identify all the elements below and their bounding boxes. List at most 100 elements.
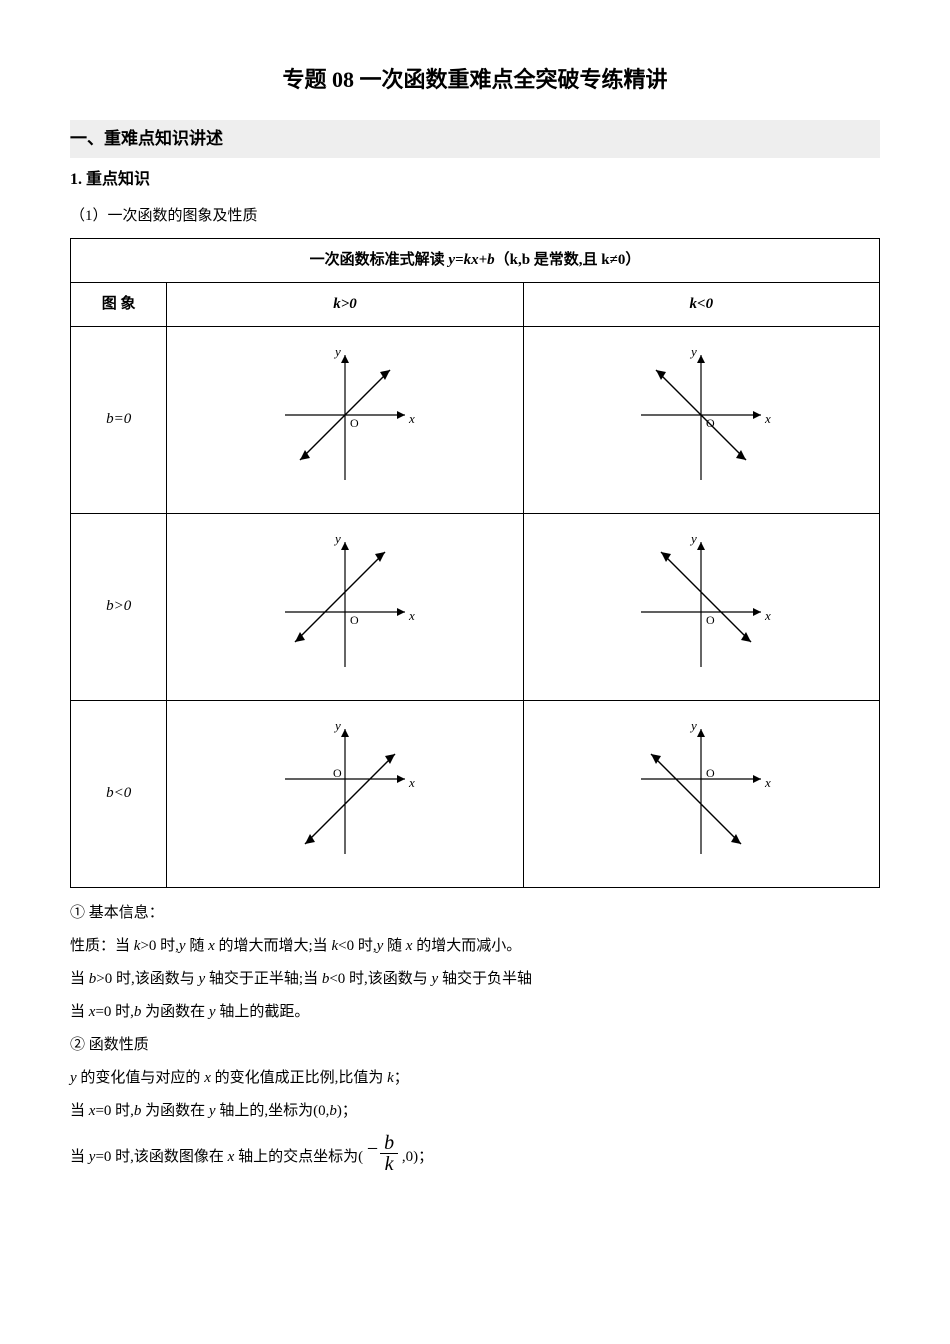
- minus-icon: −: [367, 1138, 378, 1160]
- t: 轴交于负半轴: [438, 971, 532, 987]
- graph-cell-kpos-bneg: x y O: [167, 700, 523, 887]
- col-header-2: k>0: [167, 282, 523, 326]
- t: 随: [186, 938, 209, 954]
- row-label-b0-text: b=0: [106, 411, 131, 427]
- table-row: b>0 x y O x y O: [71, 513, 880, 700]
- var-k: k: [387, 1070, 394, 1086]
- graph-cell-kneg-bneg: x y O: [523, 700, 879, 887]
- graph-icon: x y O: [265, 714, 425, 864]
- var-x: x: [208, 938, 215, 954]
- t: =0 时,: [95, 1103, 133, 1119]
- t: 轴上的截距。: [216, 1004, 310, 1020]
- fraction-b-over-k: bk: [380, 1133, 398, 1174]
- var-y: y: [70, 1070, 77, 1086]
- svg-text:O: O: [350, 613, 359, 627]
- svg-text:x: x: [408, 775, 415, 790]
- section-heading: 一、重难点知识讲述: [70, 120, 880, 159]
- col-header-3: k<0: [523, 282, 879, 326]
- graph-cell-kneg-b0: x y O: [523, 326, 879, 513]
- t: 为函数在: [141, 1103, 209, 1119]
- page-title: 专题 08 一次函数重难点全突破专练精讲: [70, 60, 880, 100]
- t: >0 时,该函数与: [96, 971, 198, 987]
- t: 轴交于正半轴;当: [205, 971, 322, 987]
- row-label-bneg-text: b<0: [106, 785, 131, 801]
- graph-icon: x y O: [621, 340, 781, 490]
- graph-cell-kpos-bpos: x y O: [167, 513, 523, 700]
- t: 随: [383, 938, 406, 954]
- svg-text:x: x: [408, 411, 415, 426]
- var-y: y: [209, 1103, 216, 1119]
- t: =0 时,: [95, 1004, 133, 1020]
- graph-icon: x y O: [621, 527, 781, 677]
- row-label-b0: b=0: [71, 326, 167, 513]
- graph-cell-kpos-b0: x y O: [167, 326, 523, 513]
- caption-formula: y=kx+b: [448, 252, 494, 268]
- graph-cell-kneg-bpos: x y O: [523, 513, 879, 700]
- note-6: y 的变化值与对应的 x 的变化值成正比例,比值为 k；: [70, 1065, 880, 1092]
- graph-icon: x y O: [621, 714, 781, 864]
- note-2: 性质：当 k>0 时,y 随 x 的增大而增大;当 k<0 时,y 随 x 的增…: [70, 933, 880, 960]
- table-row: b<0 x y O x y O: [71, 700, 880, 887]
- t: 当: [70, 971, 89, 987]
- svg-text:x: x: [764, 608, 771, 623]
- note-8: 当 y=0 时,该函数图像在 x 轴上的交点坐标为( −bk ,0)；: [70, 1131, 880, 1178]
- svg-text:y: y: [689, 344, 697, 359]
- t: >0 时,: [140, 938, 178, 954]
- note-7: 当 x=0 时,b 为函数在 y 轴上的,坐标为(0,b)；: [70, 1098, 880, 1125]
- col-header-2-text: k>0: [333, 296, 357, 312]
- col-header-3-text: k<0: [690, 296, 714, 312]
- t: 的增大而增大;当: [215, 938, 332, 954]
- t: 轴上的交点坐标为(: [234, 1149, 367, 1165]
- t: 为函数在: [141, 1004, 209, 1020]
- t: ；: [394, 1070, 409, 1086]
- t: 的变化值与对应的: [77, 1070, 205, 1086]
- t: =0 时,该函数图像在: [95, 1149, 227, 1165]
- svg-text:y: y: [689, 718, 697, 733]
- caption-prefix: 一次函数标准式解读: [310, 252, 449, 268]
- t: 性质：当: [70, 938, 134, 954]
- t: 的增大而减小。: [412, 938, 521, 954]
- svg-text:y: y: [333, 531, 341, 546]
- t: 当: [70, 1004, 89, 1020]
- svg-text:y: y: [689, 531, 697, 546]
- table-caption: 一次函数标准式解读 y=kx+b（k,b 是常数,且 k≠0）: [71, 238, 880, 282]
- var-b: b: [329, 1103, 337, 1119]
- row-label-bneg: b<0: [71, 700, 167, 887]
- t: 当: [70, 1103, 89, 1119]
- row-label-bpos: b>0: [71, 513, 167, 700]
- var-y: y: [209, 1004, 216, 1020]
- t: ,0)；: [398, 1149, 433, 1165]
- t: 的变化值成正比例,比值为: [211, 1070, 387, 1086]
- svg-text:O: O: [706, 613, 715, 627]
- item-1: （1）一次函数的图象及性质: [70, 203, 880, 230]
- col-header-1: 图 象: [71, 282, 167, 326]
- caption-paren: （k,b 是常数,且 k≠0）: [495, 252, 641, 268]
- svg-text:x: x: [764, 775, 771, 790]
- svg-text:O: O: [333, 766, 342, 780]
- svg-text:y: y: [333, 344, 341, 359]
- t: 当: [70, 1149, 89, 1165]
- svg-text:O: O: [350, 416, 359, 430]
- frac-num: b: [380, 1133, 398, 1154]
- svg-text:x: x: [764, 411, 771, 426]
- svg-text:y: y: [333, 718, 341, 733]
- function-graph-table: 一次函数标准式解读 y=kx+b（k,b 是常数,且 k≠0） 图 象 k>0 …: [70, 238, 880, 888]
- svg-text:O: O: [706, 766, 715, 780]
- frac-den: k: [380, 1154, 398, 1174]
- note-5: ② 函数性质: [70, 1032, 880, 1059]
- note-3: 当 b>0 时,该函数与 y 轴交于正半轴;当 b<0 时,该函数与 y 轴交于…: [70, 966, 880, 993]
- graph-icon: x y O: [265, 527, 425, 677]
- subheading-1: 1. 重点知识: [70, 166, 880, 195]
- note-1: ① 基本信息：: [70, 900, 880, 927]
- svg-text:x: x: [408, 608, 415, 623]
- var-x: x: [204, 1070, 211, 1086]
- t: 轴上的,坐标为(0,: [216, 1103, 330, 1119]
- table-row: b=0 x y O x y O: [71, 326, 880, 513]
- graph-icon: x y O: [265, 340, 425, 490]
- note-4: 当 x=0 时,b 为函数在 y 轴上的截距。: [70, 999, 880, 1026]
- t: )；: [337, 1103, 357, 1119]
- row-label-bpos-text: b>0: [106, 598, 131, 614]
- t: <0 时,: [338, 938, 376, 954]
- var-y: y: [179, 938, 186, 954]
- t: <0 时,该函数与: [329, 971, 431, 987]
